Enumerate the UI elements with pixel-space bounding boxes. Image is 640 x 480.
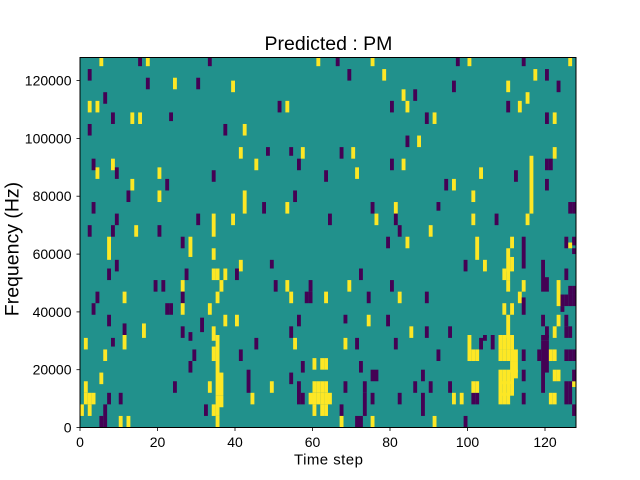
svg-text:120000: 120000 xyxy=(25,73,72,89)
svg-text:80000: 80000 xyxy=(33,188,72,204)
svg-text:40000: 40000 xyxy=(33,304,72,320)
svg-text:20000: 20000 xyxy=(33,362,72,378)
svg-text:Predicted : PM: Predicted : PM xyxy=(265,33,393,55)
svg-text:80: 80 xyxy=(382,434,398,450)
svg-text:20: 20 xyxy=(150,434,166,450)
svg-text:0: 0 xyxy=(64,420,72,436)
svg-text:100000: 100000 xyxy=(25,130,72,146)
svg-text:Frequency (Hz): Frequency (Hz) xyxy=(2,182,24,316)
svg-text:40: 40 xyxy=(227,434,243,450)
svg-text:Time step: Time step xyxy=(294,452,363,469)
svg-text:120: 120 xyxy=(533,434,557,450)
svg-text:0: 0 xyxy=(76,434,84,450)
svg-text:100: 100 xyxy=(456,434,480,450)
svg-text:60: 60 xyxy=(305,434,321,450)
svg-text:60000: 60000 xyxy=(33,246,72,262)
